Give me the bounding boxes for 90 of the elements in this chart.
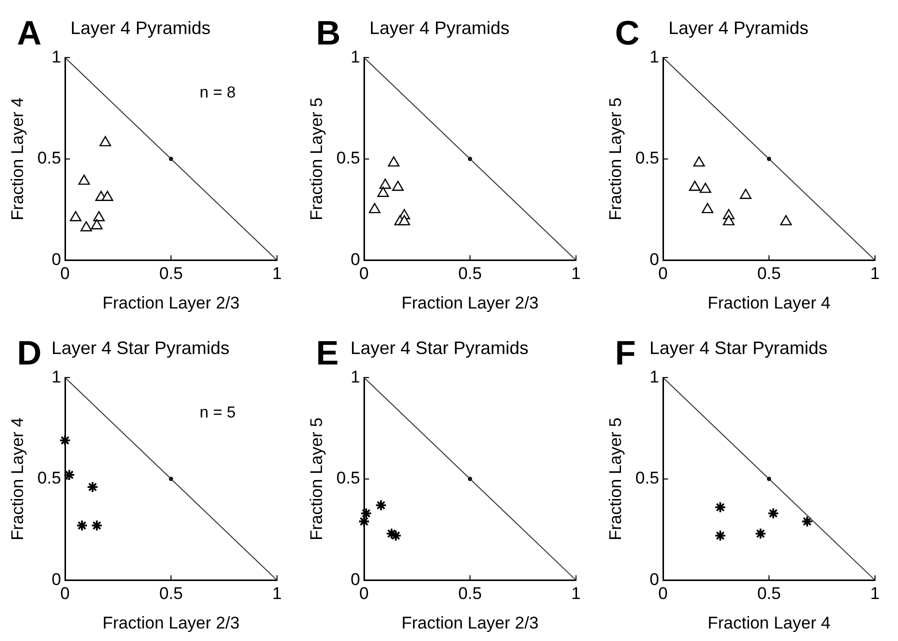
text: D (17, 334, 42, 373)
point (398, 215, 410, 226)
x-axis-title: Fraction Layer 2/3 (102, 293, 240, 312)
y-tick-label: 1 (52, 47, 62, 66)
y-tick-label: 0.5 (37, 468, 62, 488)
annotation: n = 8 (200, 84, 236, 102)
y-tick-label: 1 (350, 47, 360, 66)
point (714, 501, 726, 514)
x-tick-label: 1 (870, 264, 880, 284)
y-tick-label: 0 (52, 570, 62, 589)
point (801, 516, 814, 528)
point (392, 180, 404, 191)
point (740, 188, 752, 199)
y-axis-title: Fraction Layer 4 (8, 417, 27, 540)
x-tick-label: 0.5 (757, 584, 781, 604)
annotation: n = 5 (200, 404, 236, 422)
x-tick-label: 1 (272, 264, 282, 284)
y-tick-label: 0.5 (635, 148, 660, 168)
x-tick-label: 1 (272, 584, 282, 604)
text: A (17, 14, 42, 53)
point (59, 434, 71, 446)
point (693, 156, 705, 167)
point (368, 202, 380, 214)
chart-title: Layer 4 Pyramids (668, 18, 809, 38)
x-tick-label: 1 (870, 584, 880, 604)
point (722, 215, 735, 226)
x-tick-label: 0.5 (458, 264, 482, 284)
point (86, 481, 98, 493)
point (360, 507, 372, 520)
point (100, 136, 112, 146)
y-tick-label: 1 (350, 367, 360, 386)
x-tick-label: 0.5 (159, 264, 183, 284)
point (91, 219, 103, 230)
chart-title: Layer 4 Star Pyramids (350, 338, 529, 358)
x-axis-title: Fraction Layer 4 (708, 613, 830, 632)
chart-title: Layer 4 Star Pyramids (649, 338, 828, 358)
point (390, 530, 402, 542)
y-tick-label: 0.5 (37, 148, 62, 168)
y-tick-label: 0 (350, 250, 360, 269)
y-axis-title: Fraction Layer 5 (606, 97, 625, 220)
point (754, 528, 766, 540)
y-tick-label: 1 (650, 367, 660, 386)
y-tick-label: 1 (650, 47, 660, 66)
x-axis-title: Fraction Layer 2/3 (402, 293, 539, 312)
y-tick-label: 1 (52, 367, 62, 386)
x-axis-title: Fraction Layer 2/3 (102, 613, 240, 632)
y-tick-label: 0.5 (336, 148, 360, 168)
chart-title: Layer 4 Star Pyramids (51, 338, 230, 358)
y-tick-label: 0.5 (635, 468, 660, 488)
point (780, 215, 792, 226)
x-tick-label: 0.5 (757, 264, 781, 284)
point (90, 520, 103, 532)
y-tick-label: 0 (350, 570, 360, 589)
y-tick-label: 0 (52, 250, 62, 269)
point (70, 211, 82, 222)
point (358, 516, 370, 528)
point (78, 174, 90, 185)
point (379, 178, 392, 189)
text: F (615, 334, 636, 373)
point (375, 499, 387, 512)
point (377, 186, 389, 197)
y-axis-title: Fraction Layer 5 (606, 417, 625, 540)
x-tick-label: 0.5 (159, 584, 183, 604)
text: B (316, 14, 341, 53)
x-tick-label: 0.5 (458, 584, 482, 604)
point (767, 507, 780, 520)
point (714, 530, 726, 542)
y-tick-label: 0 (650, 250, 660, 269)
y-tick-label: 0 (650, 570, 660, 589)
point (700, 182, 712, 193)
point (689, 180, 701, 191)
point (102, 190, 114, 201)
x-axis-title: Fraction Layer 4 (708, 293, 830, 312)
point (80, 221, 92, 232)
point (76, 520, 88, 532)
y-tick-label: 0.5 (336, 468, 360, 488)
chart-title: Layer 4 Pyramids (369, 18, 510, 38)
chart-title: Layer 4 Pyramids (70, 18, 211, 38)
point (93, 211, 105, 222)
point (63, 468, 76, 481)
y-axis-title: Fraction Layer 5 (306, 417, 326, 540)
y-axis-title: Fraction Layer 4 (8, 97, 27, 220)
point (388, 156, 400, 167)
point (702, 202, 714, 214)
y-axis-title: Fraction Layer 5 (306, 97, 326, 220)
x-axis-title: Fraction Layer 2/3 (402, 613, 539, 632)
text: E (316, 334, 339, 373)
x-tick-label: 1 (571, 264, 581, 284)
x-tick-label: 1 (571, 584, 581, 604)
text: C (615, 14, 640, 53)
